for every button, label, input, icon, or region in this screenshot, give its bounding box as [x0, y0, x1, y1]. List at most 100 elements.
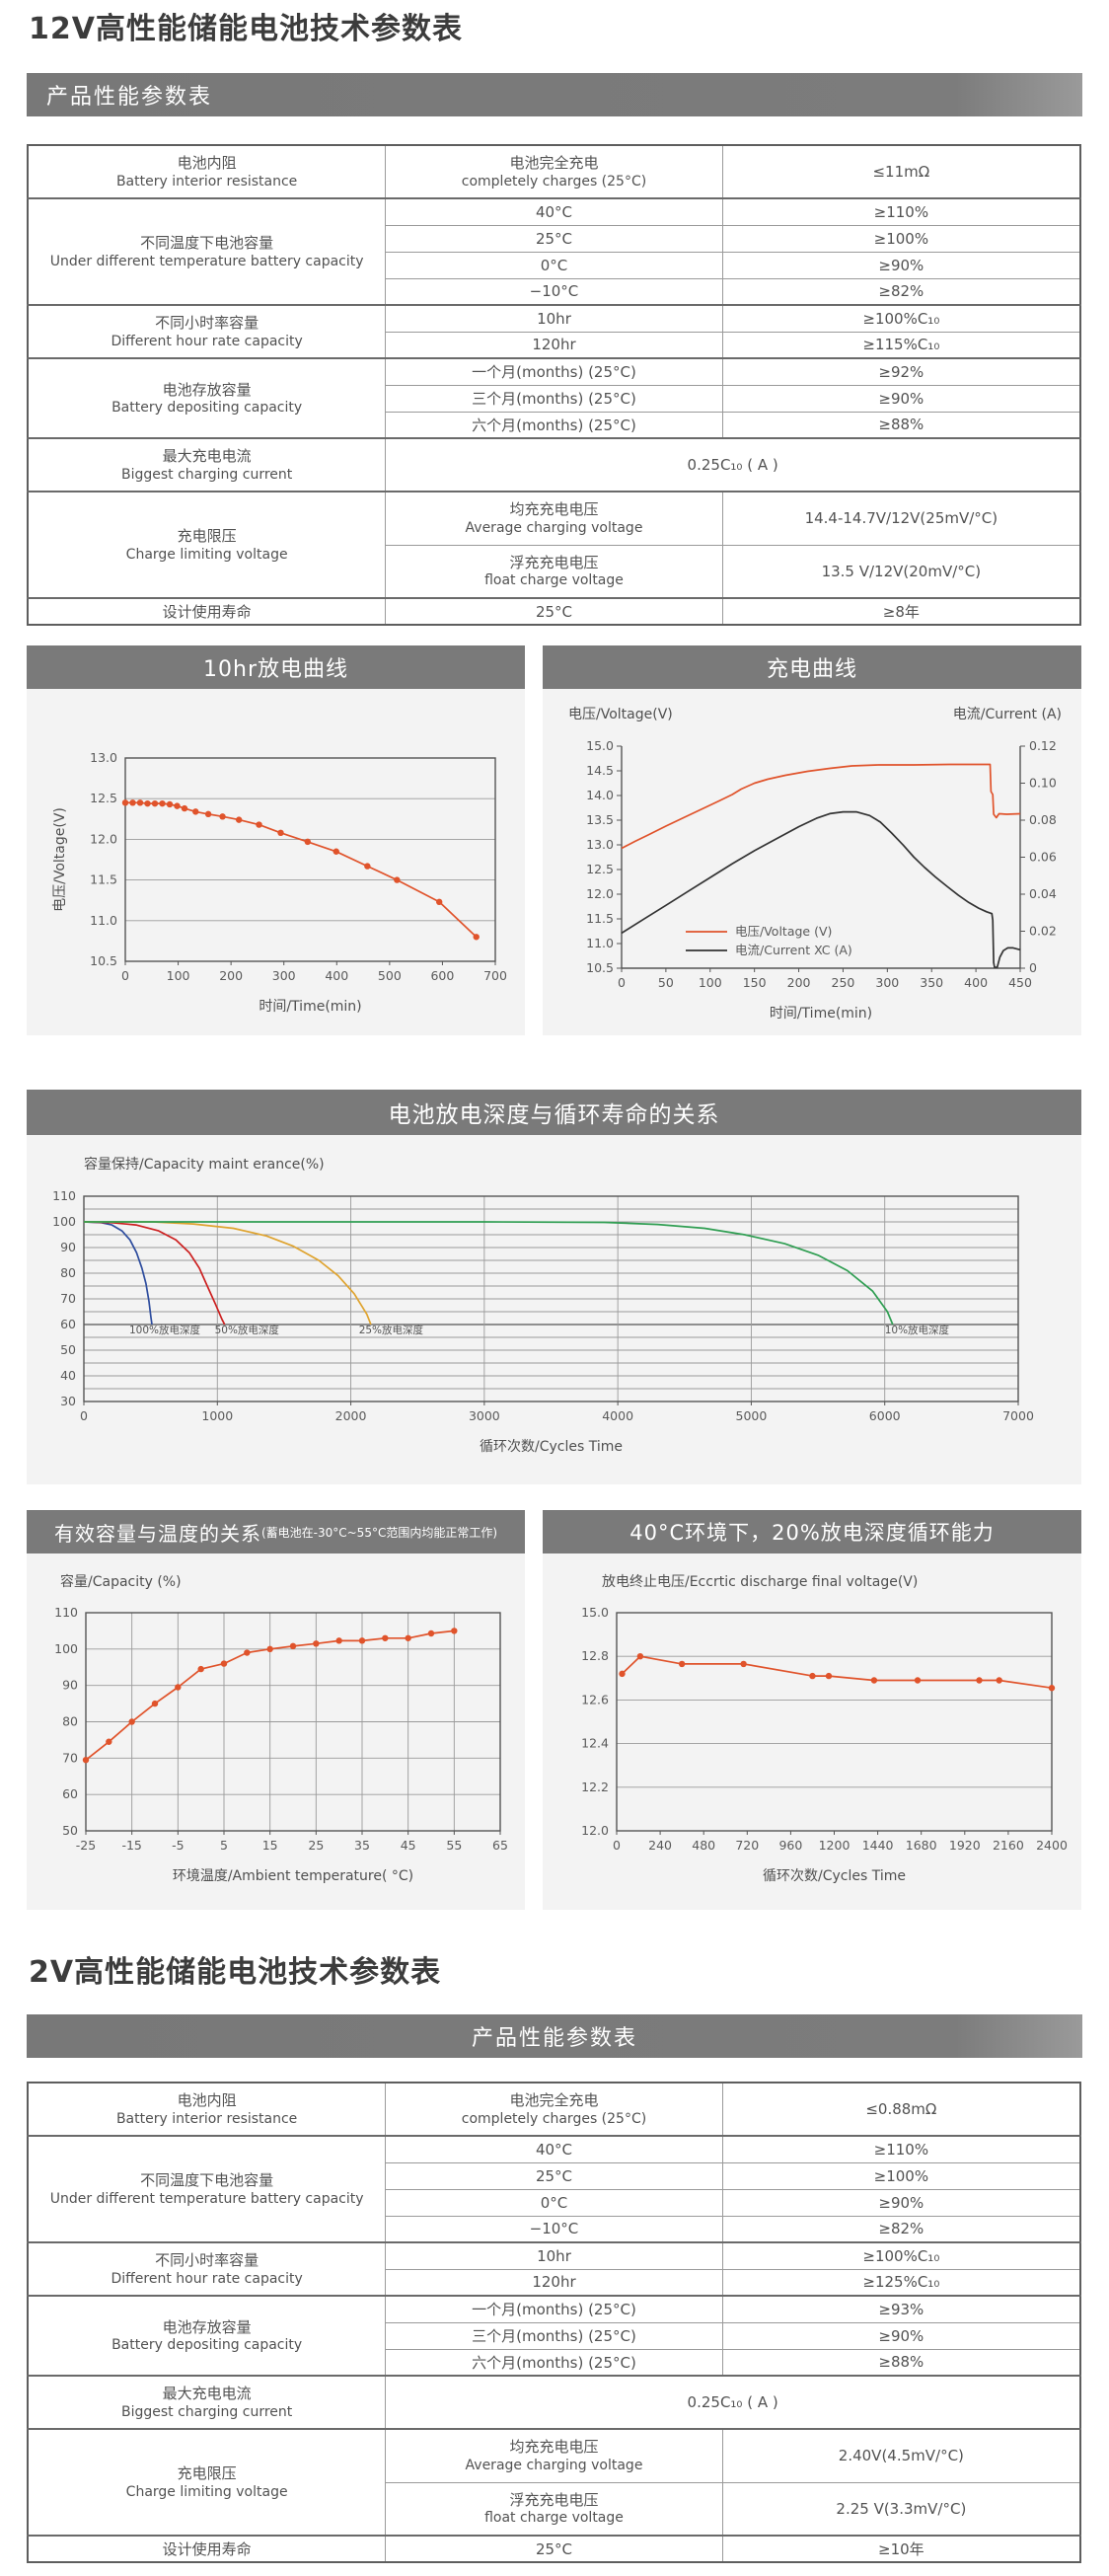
svg-text:12.2: 12.2 [581, 1780, 609, 1794]
svg-text:110: 110 [52, 1188, 76, 1203]
svg-text:100%放电深度: 100%放电深度 [129, 1324, 201, 1336]
capacity-temperature-chart: -25 -15 -5 5 15 25 35 45 55 65 50 60 70 80 90 100 110 环境温… [54, 1573, 508, 1884]
spec-cell: 一个月(months) (25°C) [385, 357, 723, 386]
chart-title-cycle-40c-label: 40°C环境下，20%放电深度循环能力 [629, 1521, 995, 1545]
spec-cell: 120hr [385, 331, 723, 359]
spec-cell: 25°C [385, 597, 723, 626]
svg-text:12.0: 12.0 [586, 886, 614, 901]
svg-text:电压/Voltage(V): 电压/Voltage(V) [52, 807, 68, 912]
svg-text:110: 110 [54, 1605, 78, 1620]
svg-text:环境温度/Ambient temperature( °C): 环境温度/Ambient temperature( °C) [173, 1868, 413, 1884]
svg-text:时间/Time(min): 时间/Time(min) [770, 1006, 872, 1022]
svg-text:0.06: 0.06 [1029, 850, 1057, 865]
spec-cell-bilingual: 最大充电电流 Biggest charging current [27, 2375, 387, 2430]
spec-cell: 40°C [385, 2135, 723, 2163]
svg-text:14.0: 14.0 [586, 788, 614, 802]
chart-title-dod-cycle-life: 电池放电深度与循环寿命的关系 [27, 1090, 1081, 1135]
svg-text:50%放电深度: 50%放电深度 [215, 1324, 280, 1336]
svg-text:10.5: 10.5 [586, 960, 614, 975]
spec-cell: 三个月(months) (25°C) [385, 2321, 723, 2350]
spec-cell: ≤11mΩ [721, 144, 1081, 199]
svg-text:0: 0 [121, 968, 129, 983]
spec-cell-bilingual: 电池完全充电 completely charges (25°C) [385, 144, 723, 199]
svg-text:1920: 1920 [949, 1838, 981, 1853]
spec-cell: 40°C [385, 197, 723, 226]
spec-cell: ≥8年 [721, 597, 1081, 626]
section-banner-12v: 产品性能参数表 [27, 73, 1082, 116]
svg-text:50: 50 [60, 1342, 76, 1357]
spec-cell: 13.5 V/12V(20mV/°C) [721, 544, 1081, 599]
svg-text:0.08: 0.08 [1029, 812, 1057, 827]
spec-cell-bilingual: 电池存放容量 Battery depositing capacity [27, 2295, 387, 2377]
svg-text:100: 100 [52, 1214, 76, 1229]
svg-text:1200: 1200 [819, 1838, 850, 1853]
svg-text:0.02: 0.02 [1029, 924, 1057, 939]
svg-text:4000: 4000 [602, 1408, 633, 1423]
svg-text:0.10: 0.10 [1029, 776, 1057, 791]
svg-text:0: 0 [1029, 960, 1037, 975]
spec-cell: 0°C [385, 251, 723, 279]
svg-text:放电终止电压/Eccrtic discharge final: 放电终止电压/Eccrtic discharge final voltage(V… [602, 1574, 918, 1590]
spec-cell: ≥125%C₁₀ [721, 2268, 1081, 2297]
svg-text:30: 30 [60, 1394, 76, 1408]
spec-cell-bilingual: 电池存放容量 Battery depositing capacity [27, 357, 387, 439]
spec-cell-bilingual: 不同温度下电池容量 Under different temperature bat… [27, 2135, 387, 2243]
svg-text:-15: -15 [121, 1838, 141, 1853]
svg-text:-25: -25 [76, 1838, 96, 1853]
spec-cell: ≥90% [721, 251, 1081, 279]
spec-cell: 25°C [385, 2161, 723, 2190]
spec-cell: ≥100%C₁₀ [721, 2241, 1081, 2270]
chart-title-capacity-temperature-label: 有效容量与温度的关系 [53, 1521, 261, 1546]
section-banner-12v-label: 产品性能参数表 [46, 85, 213, 110]
spec-cell-bilingual: 不同小时率容量 Different hour rate capacity [27, 304, 387, 359]
spec-cell: 设计使用寿命 [27, 597, 387, 626]
section-title-12v: 12V高性能储能电池技术参数表 [29, 12, 463, 46]
svg-text:400: 400 [964, 975, 988, 990]
svg-text:65: 65 [492, 1838, 508, 1853]
charge-curve-chart: 0 50 100 150 200 250 300 350 400 450 10.5 11.0 11.5 1… [568, 707, 1062, 1022]
svg-text:14.5: 14.5 [586, 763, 614, 778]
svg-text:50: 50 [62, 1823, 78, 1838]
spec-cell: ≥110% [721, 2135, 1081, 2163]
svg-text:容量/Capacity (%): 容量/Capacity (%) [60, 1573, 182, 1590]
svg-text:11.5: 11.5 [586, 911, 614, 926]
spec-cell: 设计使用寿命 [27, 2535, 387, 2563]
svg-text:90: 90 [62, 1678, 78, 1693]
svg-text:12.4: 12.4 [581, 1736, 609, 1751]
spec-cell: 六个月(months) (25°C) [385, 411, 723, 439]
spec-cell: 0°C [385, 2188, 723, 2217]
svg-text:11.5: 11.5 [90, 872, 117, 887]
svg-text:-5: -5 [172, 1838, 184, 1853]
discharge-curve-chart: 0 100 200 300 400 500 600 700 10.5 11.0 11.5 12.0 12… [52, 750, 507, 1015]
section-banner-2v: 产品性能参数表 [27, 2014, 1082, 2058]
svg-text:10%放电深度: 10%放电深度 [885, 1324, 950, 1336]
chart-title-discharge-curve-label: 10hr放电曲线 [203, 657, 348, 682]
spec-cell-bilingual: 均充充电电压 Average charging voltage [385, 491, 723, 546]
svg-text:循环次数/Cycles Time: 循环次数/Cycles Time [763, 1868, 906, 1884]
svg-text:13.0: 13.0 [90, 750, 117, 765]
spec-cell: 10hr [385, 304, 723, 333]
svg-text:300: 300 [272, 968, 296, 983]
svg-text:240: 240 [648, 1838, 672, 1853]
spec-cell: 14.4-14.7V/12V(25mV/°C) [721, 491, 1081, 546]
chart-title-cycle-40c: 40°C环境下，20%放电深度循环能力 [543, 1510, 1081, 1553]
svg-text:150: 150 [743, 975, 767, 990]
spec-cell: ≥100%C₁₀ [721, 304, 1081, 333]
spec-cell: 10hr [385, 2241, 723, 2270]
svg-text:12.5: 12.5 [586, 862, 614, 876]
svg-text:电压/Voltage(V): 电压/Voltage(V) [568, 707, 673, 722]
svg-text:720: 720 [735, 1838, 759, 1853]
svg-text:3000: 3000 [469, 1408, 500, 1423]
svg-text:12.6: 12.6 [581, 1692, 609, 1706]
svg-text:0: 0 [613, 1838, 621, 1853]
spec-cell: 2.40V(4.5mV/°C) [721, 2428, 1081, 2483]
spec-cell: ≤0.88mΩ [721, 2082, 1081, 2137]
chart-row-top: 10hr放电曲线 0 100 200 300 400 500 600 700 10.5 11.0 1… [27, 645, 1082, 1035]
svg-text:60: 60 [62, 1786, 78, 1801]
spec-cell: 2.25 V(3.3mV/°C) [721, 2481, 1081, 2537]
spec-cell: ≥90% [721, 384, 1081, 413]
svg-text:15.0: 15.0 [581, 1605, 609, 1620]
svg-text:80: 80 [62, 1714, 78, 1729]
spec-cell: 六个月(months) (25°C) [385, 2348, 723, 2377]
spec-cell: ≥82% [721, 277, 1081, 306]
